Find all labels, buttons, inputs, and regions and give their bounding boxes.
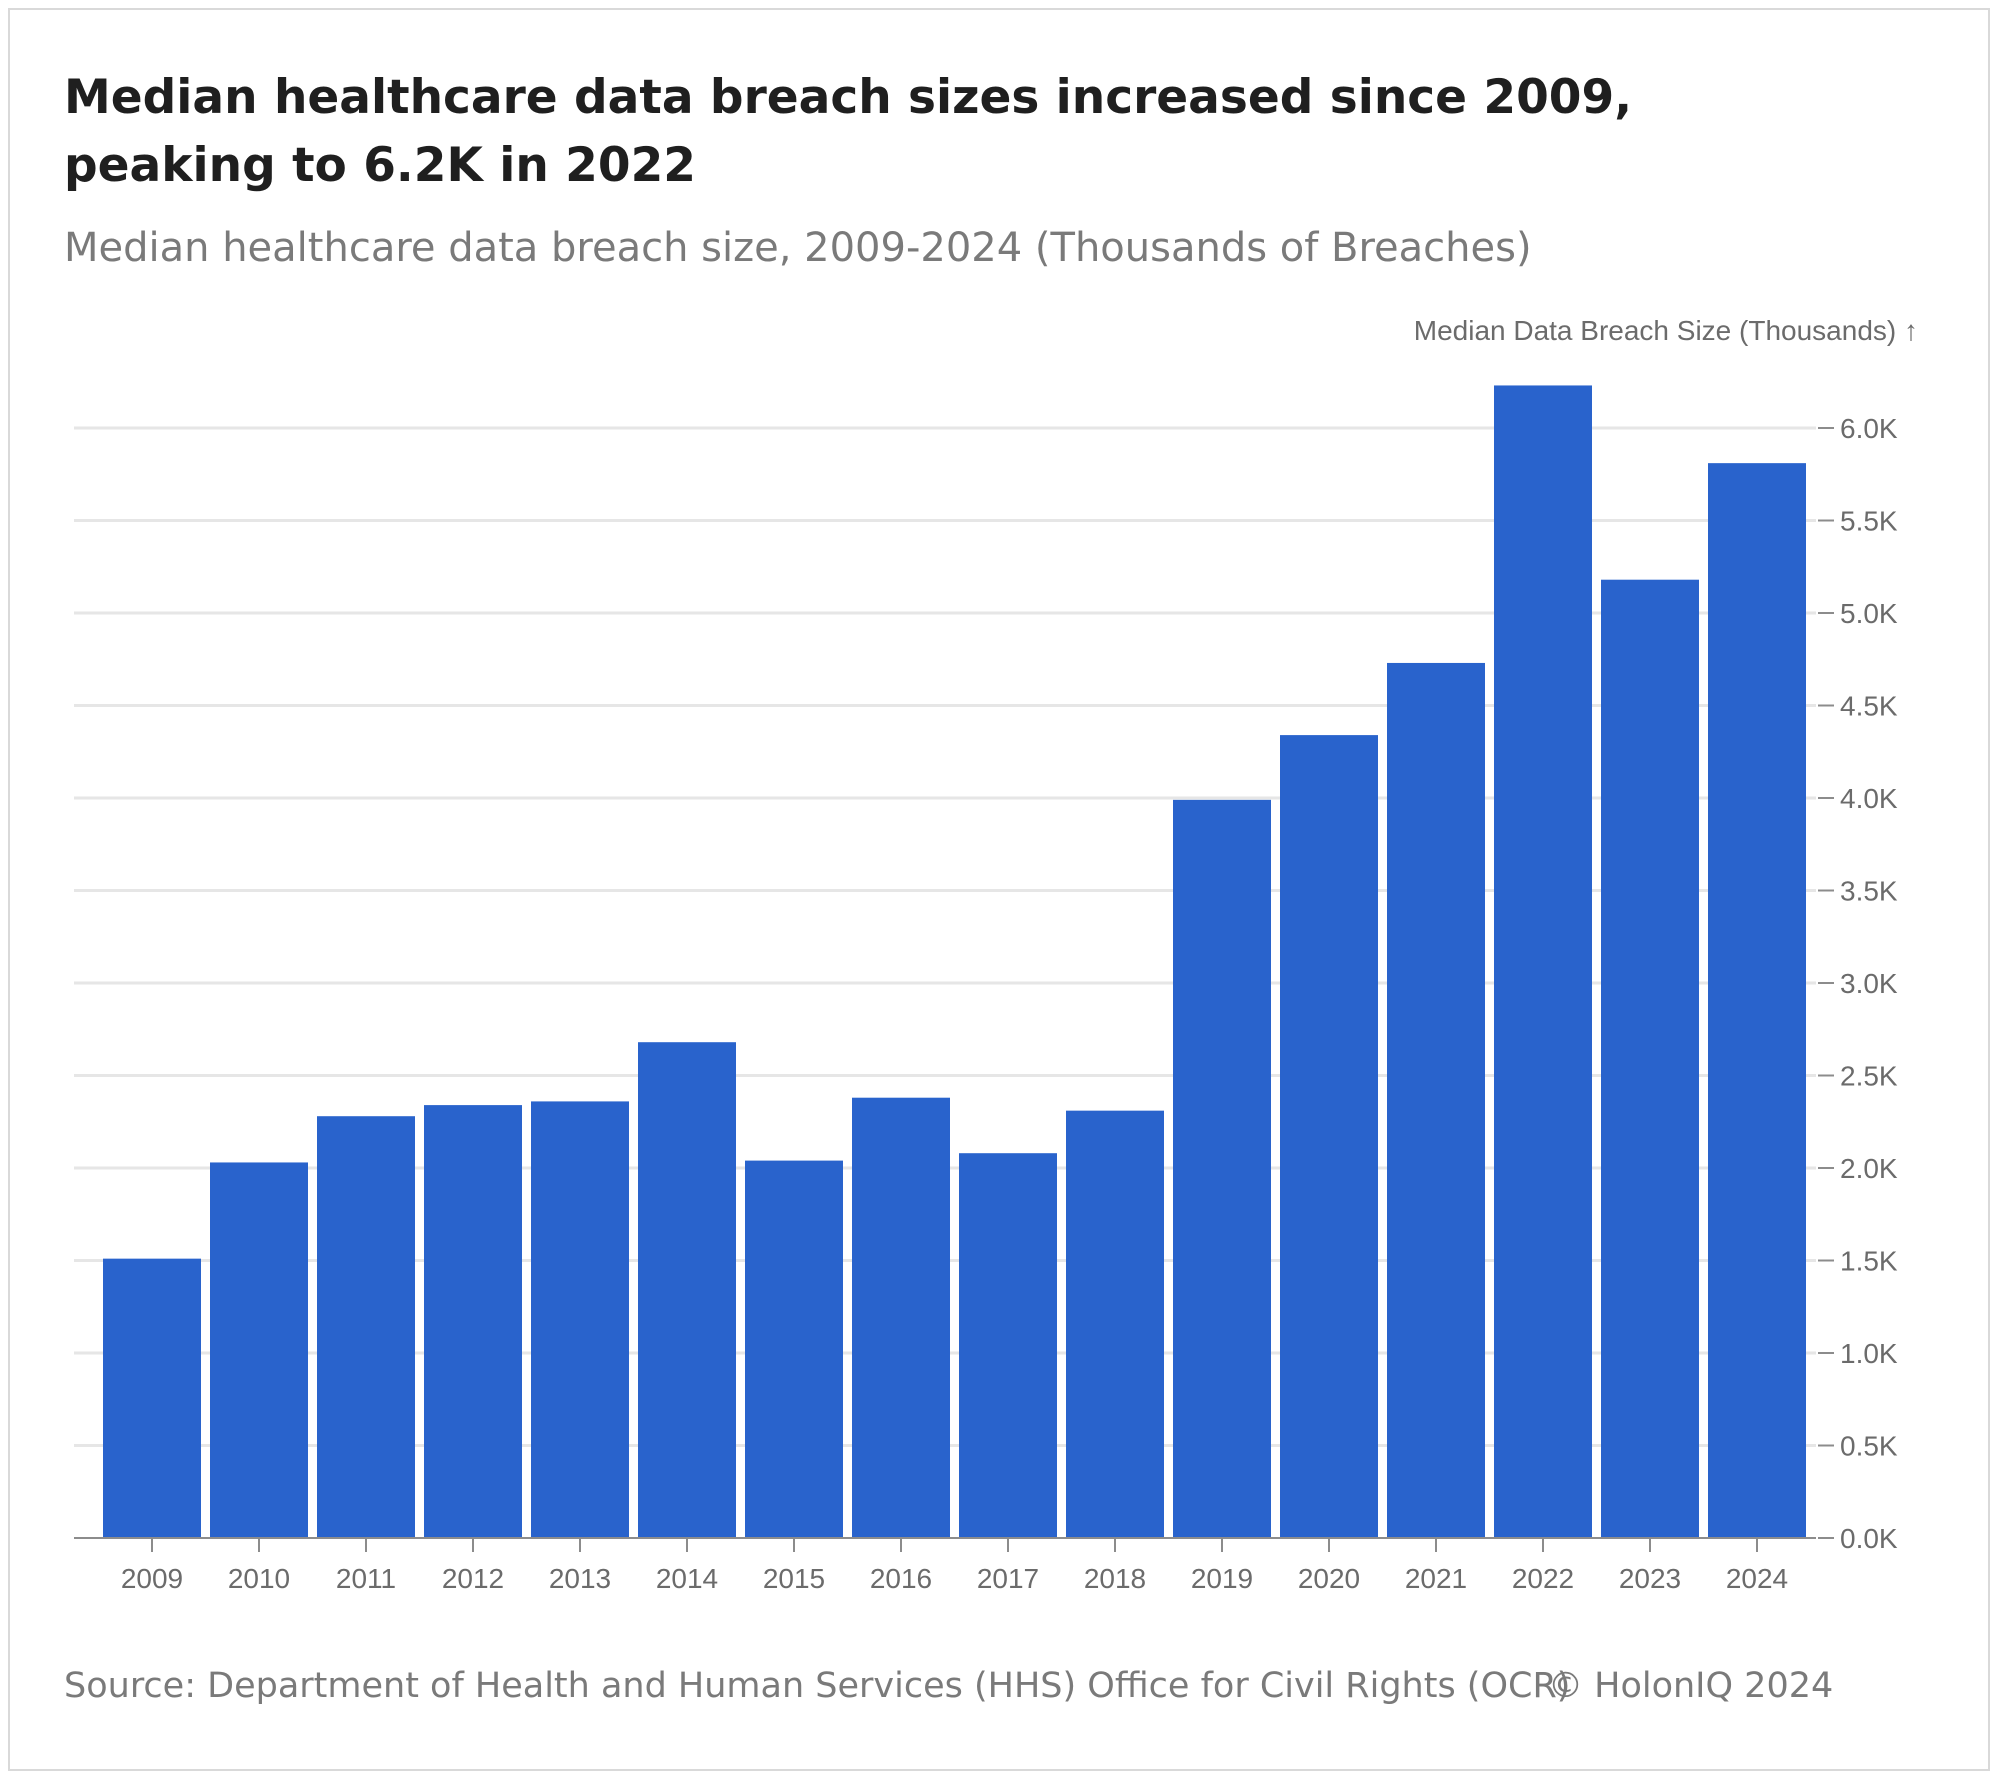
y-tick-label: 6.0K	[1840, 413, 1898, 444]
bar-2010	[210, 1162, 308, 1538]
x-tick-label: 2015	[763, 1563, 825, 1594]
bar-2020	[1280, 735, 1378, 1538]
y-tick-label: 1.5K	[1840, 1246, 1898, 1277]
x-tick-label: 2012	[442, 1563, 504, 1594]
y-tick-label: 1.0K	[1840, 1338, 1898, 1369]
copyright-note: © HolonIQ 2024	[1548, 1666, 1834, 1706]
x-tick-label: 2016	[870, 1563, 932, 1594]
bar-2014	[638, 1042, 736, 1538]
x-tick-label: 2009	[121, 1563, 183, 1594]
bar-2019	[1173, 799, 1271, 1538]
y-tick-label: 0.5K	[1840, 1431, 1898, 1462]
x-tick-label: 2018	[1084, 1563, 1146, 1594]
x-tick-label: 2024	[1726, 1563, 1788, 1594]
x-tick-label: 2017	[977, 1563, 1039, 1594]
bar-2012	[424, 1105, 522, 1538]
bar-2009	[103, 1258, 201, 1538]
bars	[103, 385, 1806, 1539]
bar-2011	[317, 1116, 415, 1538]
y-tick-label: 5.5K	[1840, 506, 1898, 537]
x-tick-label: 2011	[336, 1563, 396, 1594]
y-tick-label: 3.0K	[1840, 968, 1898, 999]
x-tick-label: 2023	[1619, 1563, 1681, 1594]
x-tick-label: 2022	[1512, 1563, 1574, 1594]
bar-2015	[745, 1160, 843, 1538]
bar-2023	[1601, 579, 1699, 1538]
y-tick-label: 2.0K	[1840, 1153, 1898, 1184]
bar-2016	[852, 1097, 950, 1538]
chart-title: Median healthcare data breach sizes incr…	[64, 70, 1633, 193]
source-note: Source: Department of Health and Human S…	[64, 1666, 1571, 1706]
x-tick-label: 2013	[549, 1563, 611, 1594]
bar-2013	[531, 1101, 629, 1538]
bar-2017	[959, 1153, 1057, 1538]
y-axis-label: Median Data Breach Size (Thousands) ↑	[1414, 315, 1918, 346]
y-tick-label: 4.0K	[1840, 783, 1898, 814]
bar-2022	[1494, 385, 1592, 1539]
axes: 0.0K 0.5K 1.0K 1.5K 2.0K 2.5K 3.0K 3.5K 4.0K 4.5K…	[74, 413, 1898, 1594]
bar-2024	[1708, 463, 1806, 1538]
y-tick-label: 3.5K	[1840, 876, 1898, 907]
x-tick-label: 2021	[1405, 1563, 1467, 1594]
x-tick-label: 2020	[1298, 1563, 1360, 1594]
x-tick-label: 2019	[1191, 1563, 1253, 1594]
x-tick-label: 2010	[228, 1563, 290, 1594]
x-tick-label: 2014	[656, 1563, 718, 1594]
y-tick-label: 4.5K	[1840, 691, 1898, 722]
y-tick-label: 2.5K	[1840, 1061, 1898, 1092]
y-tick-label: 5.0K	[1840, 598, 1898, 629]
y-tick-label: 0.0K	[1840, 1523, 1898, 1554]
bar-2021	[1387, 662, 1485, 1538]
chart-subtitle: Median healthcare data breach size, 2009…	[64, 225, 1532, 271]
bar-2018	[1066, 1110, 1164, 1538]
